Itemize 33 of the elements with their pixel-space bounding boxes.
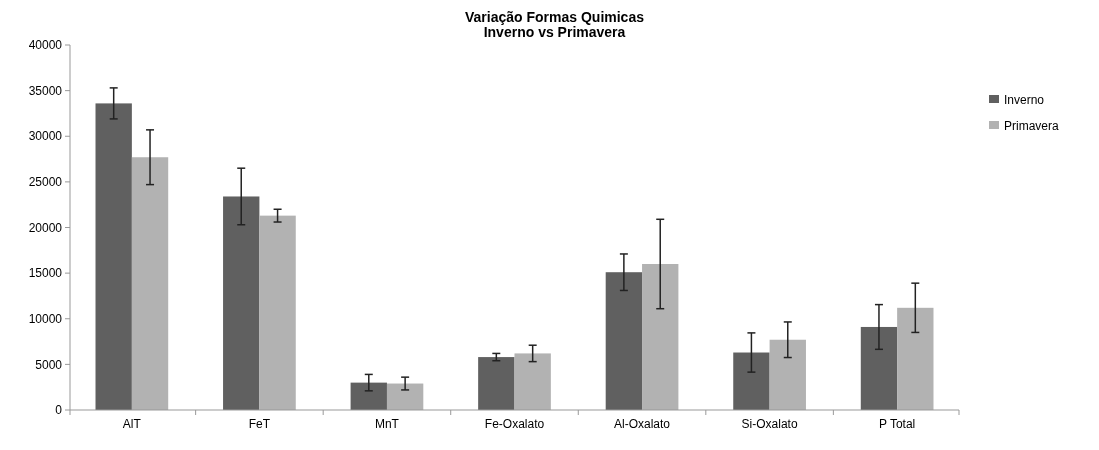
bar	[386, 383, 424, 410]
bar	[514, 353, 551, 410]
y-tick-label: 25000	[28, 175, 63, 190]
x-tick-label: AlT	[122, 417, 142, 431]
x-tick-label: Fe-Oxalato	[484, 417, 545, 431]
x-tick-label: Si-Oxalato	[741, 417, 798, 431]
x-tick-label: FeT	[248, 417, 271, 431]
bar	[769, 339, 806, 410]
legend-label: Inverno	[1004, 93, 1045, 108]
legend-label: Primavera	[1004, 119, 1060, 134]
bar	[259, 215, 296, 410]
bar	[131, 157, 169, 410]
y-tick-label: 20000	[28, 220, 63, 235]
bar	[860, 326, 898, 410]
y-tick-label: 15000	[28, 266, 63, 281]
bar	[733, 352, 770, 410]
bar	[350, 382, 387, 410]
y-tick-label: 40000	[28, 38, 63, 53]
bar	[642, 264, 679, 410]
y-tick-label: 10000	[28, 311, 63, 326]
x-tick-label: Al-Oxalato	[614, 417, 671, 431]
bar	[897, 307, 934, 410]
chart-title: Variação Formas Quimicas Inverno vs Primavera	[465, 9, 645, 40]
bar	[95, 103, 132, 410]
bar	[605, 272, 643, 410]
y-tick-label: 0	[55, 403, 63, 418]
y-tick-label: 35000	[28, 83, 63, 98]
bar	[478, 357, 515, 410]
bar	[223, 196, 260, 410]
y-tick-label: 5000	[35, 357, 63, 372]
x-tick-label: MnT	[374, 417, 400, 431]
y-tick-label: 30000	[28, 129, 63, 144]
x-tick-label: P Total	[879, 417, 916, 431]
